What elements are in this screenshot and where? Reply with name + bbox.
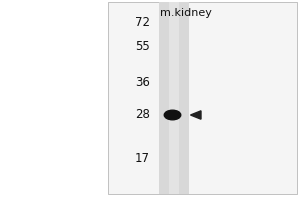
Bar	[159, 2, 189, 194]
Bar	[169, 2, 179, 194]
Ellipse shape	[164, 110, 181, 120]
Text: 28: 28	[135, 108, 150, 121]
Bar	[108, 2, 297, 194]
Text: m.kidney: m.kidney	[160, 8, 212, 18]
Text: 55: 55	[135, 40, 150, 53]
Polygon shape	[190, 111, 201, 119]
Text: 72: 72	[135, 17, 150, 29]
Text: 36: 36	[135, 76, 150, 90]
Text: 17: 17	[135, 153, 150, 166]
